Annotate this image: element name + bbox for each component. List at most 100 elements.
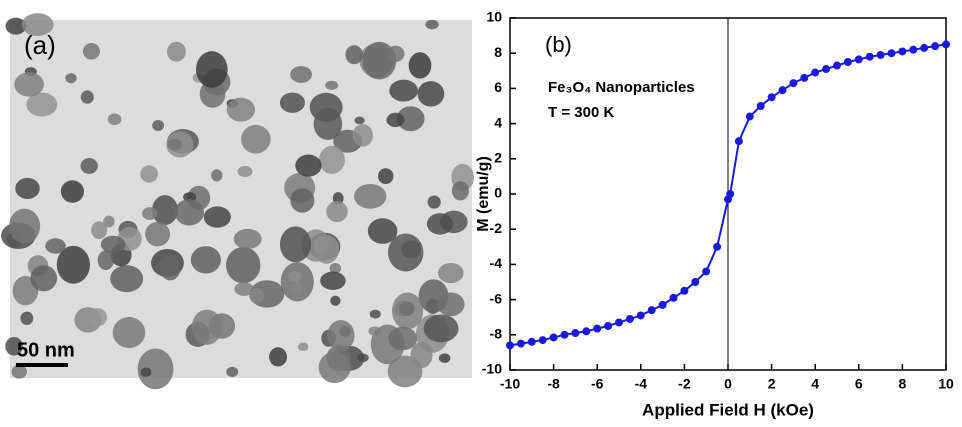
y-axis-label: M (emu/g)	[475, 156, 492, 232]
data-point	[680, 286, 689, 295]
particle	[5, 17, 27, 35]
particle	[279, 92, 305, 113]
data-point	[887, 49, 896, 58]
particle	[91, 221, 108, 240]
particle	[295, 154, 322, 177]
y-tick-label: -8	[490, 326, 503, 342]
data-point	[942, 40, 950, 49]
particle	[417, 81, 445, 107]
data-point	[843, 58, 852, 66]
particle	[30, 265, 58, 292]
particle	[145, 221, 171, 247]
y-tick-label: -4	[490, 255, 503, 271]
particle	[438, 353, 451, 363]
data-point	[560, 330, 569, 339]
particle	[191, 309, 223, 345]
particle	[140, 165, 158, 183]
particle	[233, 228, 262, 250]
particle	[377, 168, 394, 185]
data-point	[734, 137, 743, 146]
particle	[451, 181, 469, 201]
data-point	[898, 47, 907, 56]
data-point	[811, 68, 820, 77]
data-point	[931, 42, 940, 51]
data-point	[822, 65, 831, 74]
particle	[152, 120, 165, 131]
scale-bar-label: 50 nm	[17, 339, 75, 361]
particle	[21, 13, 54, 37]
data-point	[713, 242, 722, 251]
data-point	[669, 293, 678, 302]
particle	[318, 351, 351, 384]
particle	[226, 97, 256, 122]
particle	[226, 247, 261, 284]
particle	[14, 72, 44, 97]
particle	[287, 271, 302, 283]
particle	[313, 107, 343, 141]
particle	[386, 112, 405, 128]
particle	[152, 195, 178, 226]
particle	[367, 218, 398, 244]
particle	[437, 262, 464, 284]
particle	[423, 314, 459, 343]
particle	[190, 246, 221, 274]
panel-label: (a)	[24, 30, 56, 60]
particle	[399, 301, 415, 316]
particle	[241, 124, 271, 154]
particle	[396, 106, 425, 132]
particle	[330, 295, 341, 306]
data-point	[909, 45, 918, 54]
x-tick-label: -8	[547, 376, 560, 392]
particle	[437, 292, 465, 317]
data-point	[745, 112, 754, 121]
x-tick-label: 8	[899, 376, 907, 392]
particle	[237, 166, 253, 177]
particle	[354, 116, 365, 125]
particle	[5, 336, 23, 356]
particle	[26, 92, 58, 117]
annotation: (b)	[545, 32, 572, 57]
particle	[82, 42, 100, 60]
particle	[386, 45, 405, 62]
particle	[112, 317, 146, 349]
data-point	[876, 50, 885, 59]
data-point	[571, 329, 580, 338]
particle	[45, 238, 66, 254]
x-tick-label: 4	[811, 376, 819, 392]
particle	[326, 200, 348, 223]
particle	[80, 90, 94, 104]
particle	[320, 271, 346, 291]
x-tick-label: -10	[500, 376, 520, 392]
data-point	[767, 93, 776, 102]
particle	[107, 113, 122, 126]
particle	[352, 124, 373, 147]
particle	[292, 282, 303, 295]
particle	[249, 288, 265, 304]
particle	[388, 233, 424, 272]
data-point	[506, 341, 514, 350]
particle	[279, 226, 312, 263]
y-tick-label: -2	[490, 220, 503, 236]
data-point	[538, 336, 547, 345]
y-tick-label: 6	[494, 79, 502, 95]
annotation: T = 300 K	[548, 104, 614, 121]
x-tick-label: 0	[724, 376, 732, 392]
particle	[137, 348, 174, 390]
data-point	[800, 73, 809, 82]
y-tick-label: -6	[490, 290, 503, 306]
particle	[88, 308, 108, 327]
y-tick-label: 0	[494, 185, 502, 201]
particle	[60, 180, 85, 203]
particle	[56, 245, 90, 284]
x-tick-label: -6	[591, 376, 604, 392]
particle	[226, 366, 239, 377]
data-point	[702, 267, 711, 276]
particle	[389, 79, 418, 102]
particle	[100, 235, 126, 254]
particle	[211, 169, 223, 182]
y-tick-label: 4	[494, 114, 502, 130]
y-tick-label: 8	[494, 44, 502, 60]
data-point	[625, 314, 634, 323]
data-point	[691, 278, 700, 286]
particle	[80, 158, 98, 174]
